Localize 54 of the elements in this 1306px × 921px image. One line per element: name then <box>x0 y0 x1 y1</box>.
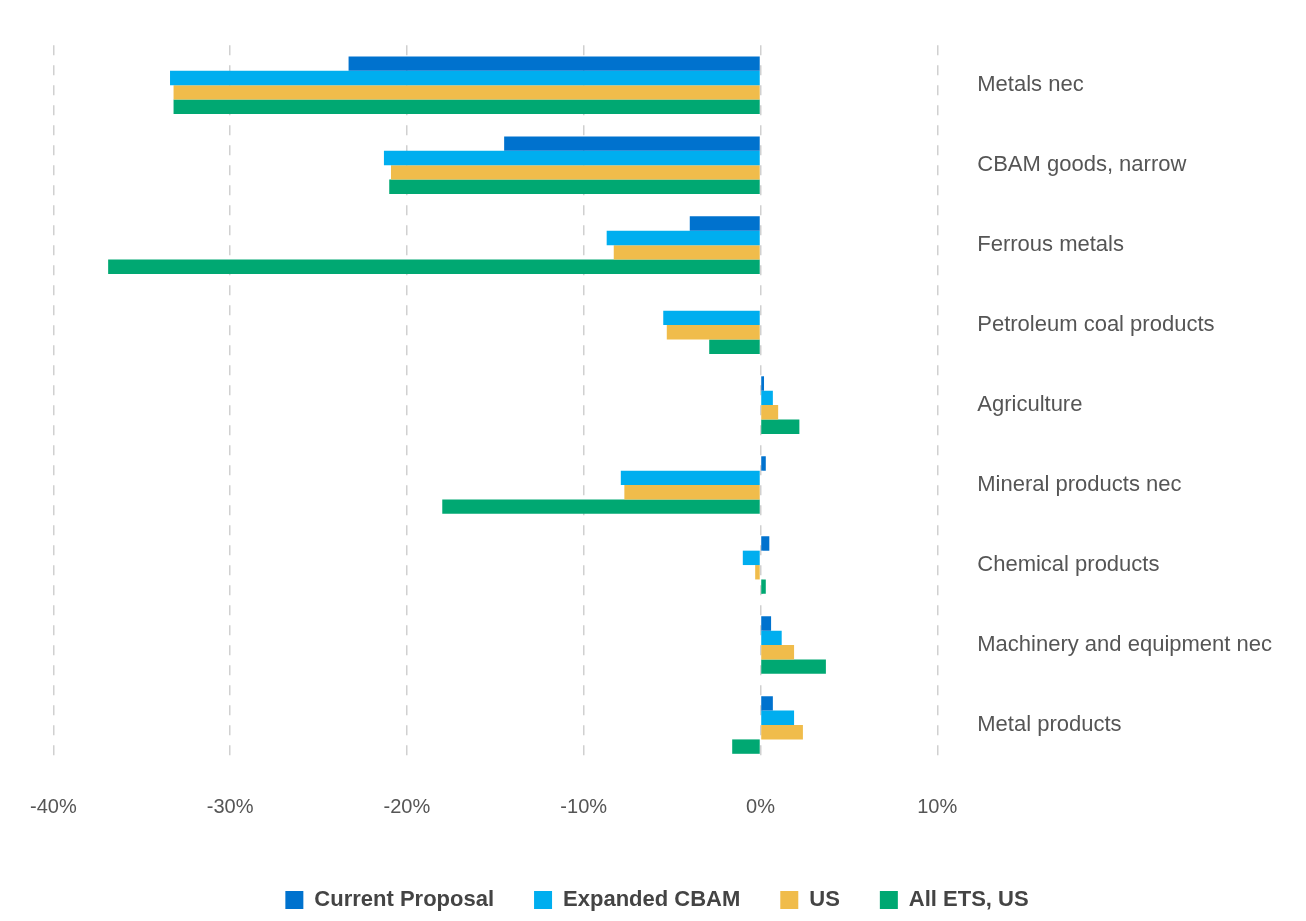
x-tick-label: -30% <box>206 794 254 817</box>
x-tick-label: 10% <box>917 794 958 817</box>
y-tick-label: Mineral products nec <box>977 471 1182 497</box>
bar <box>761 725 803 740</box>
bar <box>624 485 760 500</box>
bar <box>761 630 782 646</box>
legend-label: Expanded CBAM <box>563 886 741 912</box>
bar <box>742 550 760 566</box>
bar <box>761 536 770 551</box>
y-tick-label: Metal products <box>977 711 1122 737</box>
bar <box>761 376 765 391</box>
y-tick-label: Machinery and equipment nec <box>977 631 1272 657</box>
bar <box>761 710 795 726</box>
x-tick-label: -10% <box>560 794 608 817</box>
bar <box>620 470 760 486</box>
legend-label: All ETS, US <box>908 886 1029 912</box>
bar <box>761 419 800 434</box>
bar <box>709 339 760 354</box>
bar <box>442 499 760 514</box>
bar <box>504 136 760 151</box>
x-tick-label: -40% <box>29 794 77 817</box>
bar <box>689 216 760 231</box>
bar <box>383 150 760 166</box>
y-tick-label: Chemical products <box>977 551 1160 577</box>
legend-label: US <box>809 886 840 912</box>
bar <box>755 565 760 580</box>
bar <box>761 390 773 406</box>
bar <box>761 405 779 420</box>
bar <box>391 165 760 180</box>
y-tick-label: Petroleum coal products <box>977 311 1215 337</box>
bar <box>761 659 826 674</box>
bar <box>173 99 760 114</box>
legend-label: Current Proposal <box>314 886 495 912</box>
bar <box>732 739 760 754</box>
bar <box>761 645 795 660</box>
bar <box>761 456 766 471</box>
bar <box>666 325 760 340</box>
bar <box>761 616 772 631</box>
bar <box>761 696 773 711</box>
y-tick-label: Agriculture <box>977 391 1083 417</box>
bar <box>348 56 760 71</box>
x-tick-label: -20% <box>383 794 431 817</box>
bar <box>389 179 760 194</box>
y-tick-label: Metals nec <box>977 71 1084 97</box>
bar <box>170 70 760 86</box>
bar <box>613 245 760 260</box>
bar <box>108 259 760 274</box>
x-tick-label: 0% <box>746 794 776 817</box>
y-tick-label: Ferrous metals <box>977 231 1124 257</box>
bar <box>173 85 760 100</box>
y-tick-label: CBAM goods, narrow <box>977 151 1187 177</box>
bar <box>663 310 760 326</box>
bar <box>761 579 766 594</box>
bar <box>606 230 760 246</box>
